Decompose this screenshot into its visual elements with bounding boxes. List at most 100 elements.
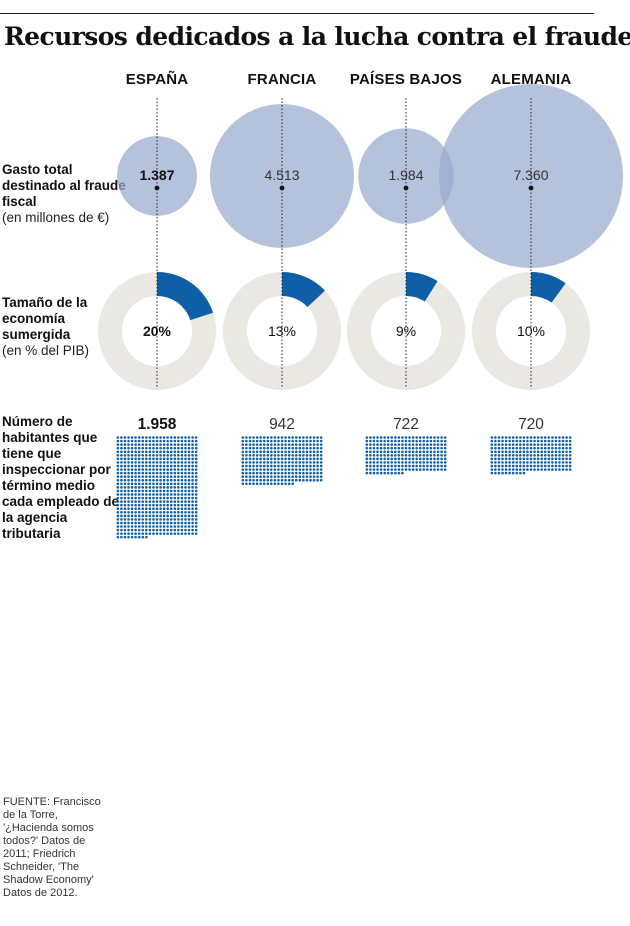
dot-espana	[120, 461, 123, 464]
dot-francia	[266, 443, 270, 446]
dot-francia	[245, 475, 248, 478]
dot-espana	[127, 446, 130, 450]
dot-alemania	[515, 450, 519, 454]
dot-espana	[191, 443, 194, 446]
dot-alemania	[540, 436, 543, 439]
dot-francia	[273, 439, 277, 443]
dot-espana	[130, 510, 134, 514]
dot-alemania	[561, 446, 565, 450]
dot-paises-bajos	[433, 436, 436, 439]
dot-francia	[312, 446, 316, 450]
dot-francia	[277, 436, 280, 439]
dot-espana	[155, 436, 159, 439]
dot-alemania	[540, 457, 543, 461]
dot-espana	[130, 461, 134, 464]
dot-francia	[294, 439, 298, 443]
dot-espana	[169, 461, 173, 464]
dot-francia	[245, 443, 248, 446]
dot-paises-bajos	[394, 468, 397, 471]
dot-francia	[252, 482, 255, 486]
dot-espana	[134, 457, 137, 461]
dot-francia	[319, 475, 323, 478]
dot-paises-bajos	[401, 457, 404, 461]
dot-francia	[316, 468, 319, 471]
dot-espana	[148, 482, 152, 486]
dot-alemania	[547, 464, 551, 468]
dot-espana	[166, 532, 169, 535]
dot-espana	[187, 510, 191, 514]
dot-alemania	[494, 464, 497, 468]
dot-espana	[184, 489, 187, 493]
dot-espana	[116, 471, 120, 475]
dot-espana	[166, 514, 169, 518]
dot-francia	[259, 457, 262, 461]
dot-espana	[162, 464, 166, 468]
dot-espana	[120, 532, 123, 535]
dot-espana	[173, 478, 177, 482]
dot-paises-bajos	[433, 457, 436, 461]
dot-espana	[145, 507, 148, 511]
dot-espana	[166, 500, 169, 503]
dot-francia	[309, 450, 312, 454]
dot-paises-bajos	[397, 436, 401, 439]
dot-paises-bajos	[411, 454, 415, 457]
dot-espana	[162, 436, 166, 439]
dot-francia	[255, 454, 259, 457]
dot-paises-bajos	[394, 450, 397, 454]
dot-francia	[309, 436, 312, 439]
dot-espana	[137, 496, 141, 500]
dot-espana	[130, 457, 134, 461]
dot-francia	[245, 478, 248, 482]
dot-espana	[120, 439, 123, 443]
dot-francia	[312, 439, 316, 443]
dot-francia	[309, 443, 312, 446]
dot-espana	[187, 496, 191, 500]
dot-espana	[137, 535, 141, 539]
dot-paises-bajos	[411, 461, 415, 464]
dot-francia	[294, 443, 298, 446]
dot-espana	[137, 510, 141, 514]
dot-alemania	[490, 443, 494, 446]
dot-alemania	[511, 450, 515, 454]
dot-espana	[184, 518, 187, 521]
dot-paises-bajos	[372, 443, 376, 446]
dot-espana	[127, 457, 130, 461]
dot-francia	[270, 475, 273, 478]
dot-francia	[287, 475, 291, 478]
dot-espana	[148, 532, 152, 535]
dot-francia	[291, 464, 294, 468]
dot-paises-bajos	[383, 471, 386, 475]
dot-espana	[148, 439, 152, 443]
dot-espana	[169, 454, 173, 457]
dot-espana	[177, 468, 180, 471]
dot-alemania	[519, 461, 522, 464]
dot-espana	[173, 525, 177, 528]
dot-francia	[277, 443, 280, 446]
dot-alemania	[543, 443, 547, 446]
dot-francia	[241, 482, 245, 486]
dot-espana	[162, 457, 166, 461]
dot-espana	[177, 457, 180, 461]
dot-alemania	[504, 436, 508, 439]
dot-espana	[134, 521, 137, 525]
dot-francia	[266, 436, 270, 439]
dot-espana	[159, 482, 162, 486]
dot-paises-bajos	[415, 454, 418, 457]
dot-paises-bajos	[372, 461, 376, 464]
dot-alemania	[490, 471, 494, 475]
dot-espana	[166, 518, 169, 521]
dot-espana	[134, 450, 137, 454]
dot-espana	[191, 510, 194, 514]
dot-alemania	[504, 446, 508, 450]
dot-francia	[280, 457, 284, 461]
dot-francia	[280, 468, 284, 471]
dot-alemania	[508, 457, 511, 461]
dot-paises-bajos	[443, 468, 447, 471]
dot-paises-bajos	[390, 443, 394, 446]
dot-paises-bajos	[401, 471, 404, 475]
dot-francia	[248, 457, 252, 461]
dot-alemania	[547, 436, 551, 439]
dot-francia	[245, 439, 248, 443]
dot-paises-bajos	[426, 468, 429, 471]
dot-espana	[120, 510, 123, 514]
